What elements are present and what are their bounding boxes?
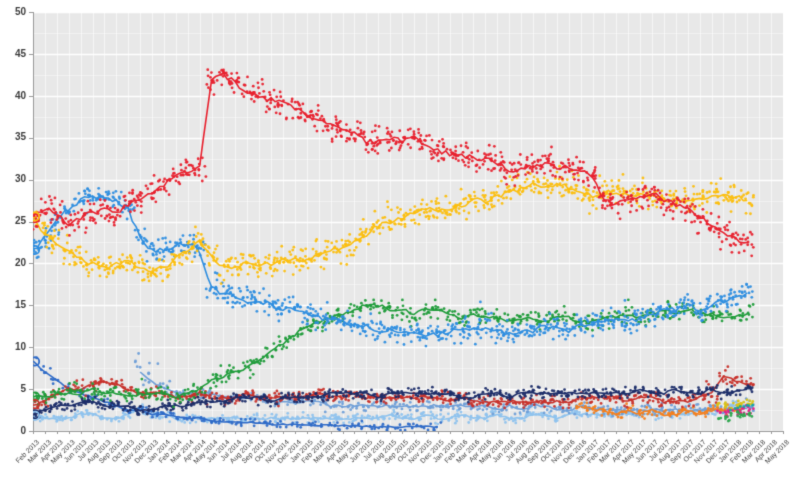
polling-scatter-chart	[0, 0, 800, 484]
chart-canvas	[0, 0, 800, 484]
